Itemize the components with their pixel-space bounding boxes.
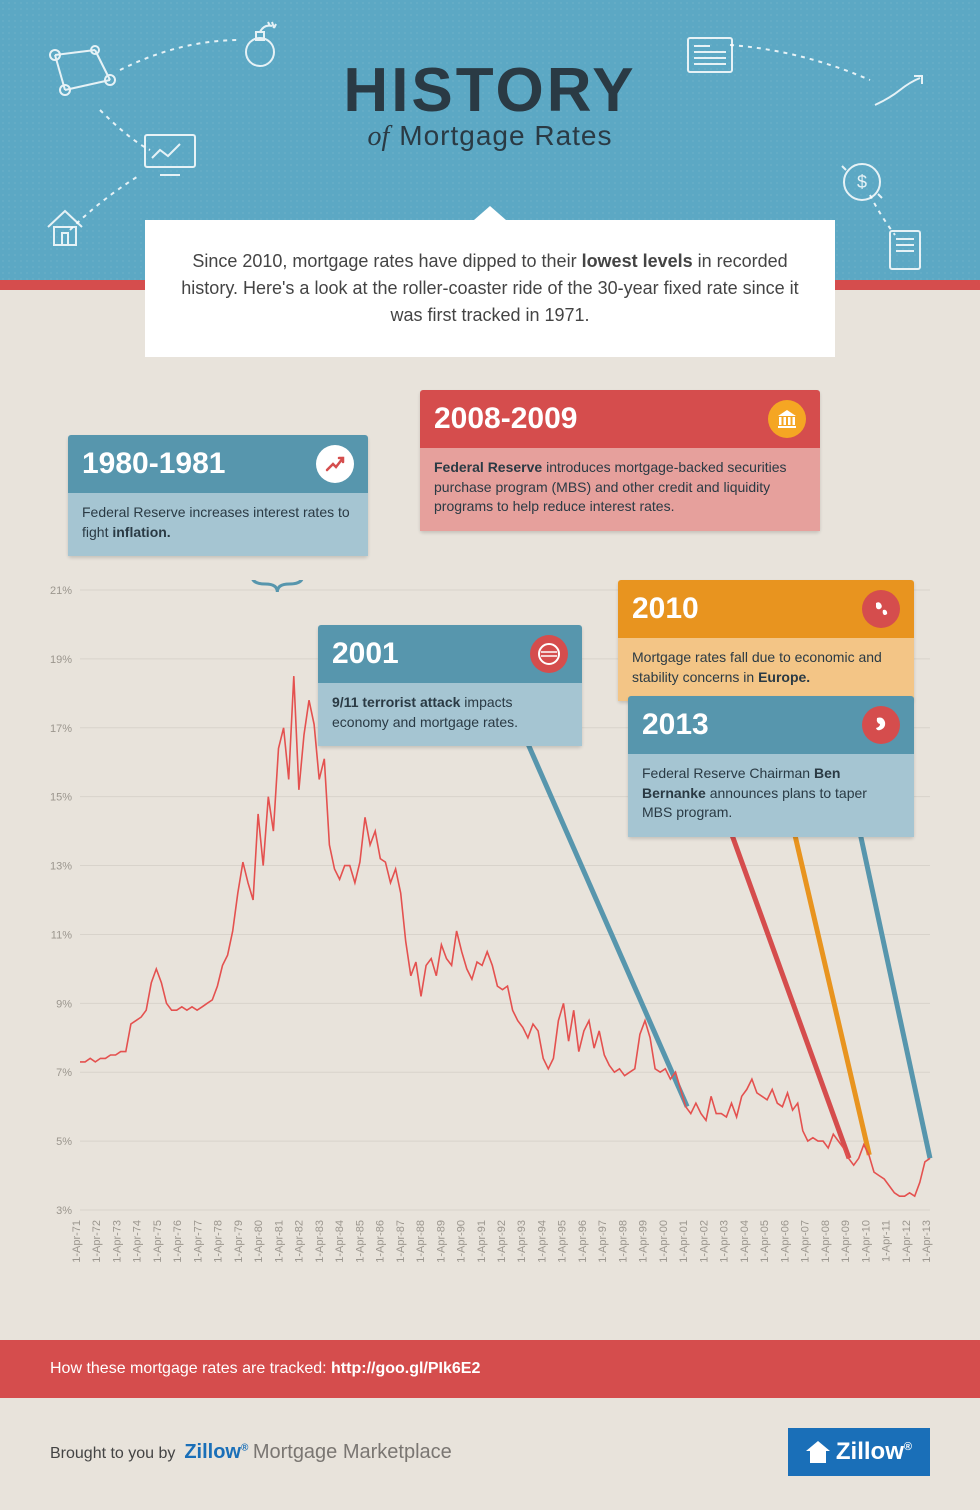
callout-body: Federal Reserve increases interest rates… <box>68 493 368 556</box>
svg-text:1-Apr-82: 1-Apr-82 <box>294 1220 306 1263</box>
trend-up-icon <box>316 445 354 483</box>
svg-text:15%: 15% <box>50 792 72 804</box>
svg-text:1-Apr-95: 1-Apr-95 <box>557 1220 569 1263</box>
title-main: HISTORY <box>343 55 636 126</box>
footer-tracking: How these mortgage rates are tracked: ht… <box>0 1340 980 1398</box>
brand-zillow: Zillow® <box>184 1441 248 1463</box>
svg-text:1-Apr-98: 1-Apr-98 <box>617 1220 629 1263</box>
svg-text:21%: 21% <box>50 585 72 597</box>
svg-text:1-Apr-93: 1-Apr-93 <box>516 1220 528 1263</box>
svg-text:1-Apr-72: 1-Apr-72 <box>91 1220 103 1263</box>
brand-marketplace: Mortgage Marketplace <box>253 1441 452 1463</box>
svg-text:1-Apr-88: 1-Apr-88 <box>415 1220 427 1263</box>
flag-circle-icon <box>530 635 568 673</box>
svg-text:1-Apr-00: 1-Apr-00 <box>658 1220 670 1263</box>
svg-text:1-Apr-71: 1-Apr-71 <box>71 1220 83 1263</box>
svg-text:1-Apr-05: 1-Apr-05 <box>759 1220 771 1263</box>
svg-text:1-Apr-76: 1-Apr-76 <box>172 1220 184 1263</box>
callout-2010: 2010 Mortgage rates fall due to economic… <box>618 580 914 701</box>
svg-text:7%: 7% <box>56 1067 72 1079</box>
svg-text:11%: 11% <box>51 929 72 941</box>
svg-text:3%: 3% <box>56 1205 72 1217</box>
title-subtitle: Mortgage Rates <box>399 120 612 151</box>
svg-text:1-Apr-91: 1-Apr-91 <box>476 1220 488 1263</box>
callout-body: Mortgage rates fall due to economic and … <box>618 638 914 701</box>
svg-text:13%: 13% <box>50 861 72 873</box>
callout-2013: 2013 Federal Reserve Chairman Ben Bernan… <box>628 696 914 837</box>
callout-1980-1981: 1980-1981 Federal Reserve increases inte… <box>68 435 368 556</box>
svg-text:1-Apr-13: 1-Apr-13 <box>921 1220 933 1263</box>
svg-text:1-Apr-83: 1-Apr-83 <box>314 1220 326 1263</box>
svg-text:1-Apr-84: 1-Apr-84 <box>334 1220 346 1263</box>
svg-text:1-Apr-10: 1-Apr-10 <box>860 1220 872 1263</box>
svg-text:1-Apr-08: 1-Apr-08 <box>820 1220 832 1263</box>
callout-year: 2010 <box>632 592 699 626</box>
svg-text:1-Apr-94: 1-Apr-94 <box>536 1220 548 1263</box>
title-sub: of Mortgage Rates <box>343 120 636 153</box>
svg-text:1-Apr-81: 1-Apr-81 <box>273 1220 285 1263</box>
svg-text:1-Apr-73: 1-Apr-73 <box>111 1220 123 1263</box>
svg-text:1-Apr-77: 1-Apr-77 <box>192 1220 204 1263</box>
svg-text:5%: 5% <box>56 1136 72 1148</box>
svg-text:1-Apr-06: 1-Apr-06 <box>779 1220 791 1263</box>
svg-text:1-Apr-79: 1-Apr-79 <box>233 1220 245 1263</box>
intro-box: Since 2010, mortgage rates have dipped t… <box>145 220 835 357</box>
svg-text:1-Apr-03: 1-Apr-03 <box>719 1220 731 1263</box>
svg-text:1-Apr-90: 1-Apr-90 <box>456 1220 468 1263</box>
callout-year: 2001 <box>332 637 399 671</box>
svg-text:1-Apr-07: 1-Apr-07 <box>800 1220 812 1263</box>
tracked-url: http://goo.gl/PIk6E2 <box>331 1360 480 1377</box>
callout-2008-2009: 2008-2009 Federal Reserve introduces mor… <box>420 390 820 531</box>
callout-year: 2013 <box>642 708 709 742</box>
svg-text:1-Apr-86: 1-Apr-86 <box>375 1220 387 1263</box>
tracked-label: How these mortgage rates are tracked: <box>50 1360 331 1377</box>
svg-text:1-Apr-12: 1-Apr-12 <box>901 1220 913 1263</box>
callout-year: 1980-1981 <box>82 447 225 481</box>
svg-text:1-Apr-89: 1-Apr-89 <box>435 1220 447 1263</box>
svg-text:1-Apr-09: 1-Apr-09 <box>840 1220 852 1263</box>
title-block: HISTORY of Mortgage Rates <box>343 55 636 153</box>
title-of: of <box>367 121 389 152</box>
svg-text:1-Apr-80: 1-Apr-80 <box>253 1220 265 1263</box>
globe-icon <box>862 590 900 628</box>
svg-text:19%: 19% <box>50 654 72 666</box>
svg-text:1-Apr-02: 1-Apr-02 <box>698 1220 710 1263</box>
callout-body: Federal Reserve Chairman Ben Bernanke an… <box>628 754 914 837</box>
svg-text:1-Apr-11: 1-Apr-11 <box>881 1220 893 1262</box>
profile-icon <box>862 706 900 744</box>
main-area: 3% 5% 7% 9% 11% 13% 15% 17% 19% 21% 1-Apr-71 1-Apr-… <box>0 390 980 1330</box>
zillow-badge: Zillow® <box>788 1428 930 1476</box>
zillow-badge-text: Zillow® <box>836 1438 912 1466</box>
svg-text:1-Apr-99: 1-Apr-99 <box>638 1220 650 1263</box>
brought-label: Brought to you by <box>50 1445 175 1462</box>
svg-text:1-Apr-75: 1-Apr-75 <box>152 1220 164 1263</box>
svg-text:17%: 17% <box>50 723 72 735</box>
svg-text:1-Apr-92: 1-Apr-92 <box>496 1220 508 1263</box>
zillow-house-icon <box>806 1441 830 1463</box>
svg-text:1-Apr-87: 1-Apr-87 <box>395 1220 407 1263</box>
svg-text:1-Apr-97: 1-Apr-97 <box>597 1220 609 1263</box>
svg-text:1-Apr-01: 1-Apr-01 <box>678 1220 690 1263</box>
footer-credits: Brought to you by Zillow® Mortgage Marke… <box>0 1398 980 1510</box>
callout-year: 2008-2009 <box>434 402 577 436</box>
svg-text:1-Apr-78: 1-Apr-78 <box>213 1220 225 1263</box>
svg-text:1-Apr-96: 1-Apr-96 <box>577 1220 589 1263</box>
svg-text:1-Apr-04: 1-Apr-04 <box>739 1220 751 1263</box>
svg-text:1-Apr-85: 1-Apr-85 <box>354 1220 366 1263</box>
callout-body: 9/11 terrorist attack impacts economy an… <box>318 683 582 746</box>
intro-pre: Since 2010, mortgage rates have dipped t… <box>192 251 581 271</box>
brought-by: Brought to you by Zillow® Mortgage Marke… <box>50 1441 452 1464</box>
svg-text:1-Apr-74: 1-Apr-74 <box>132 1220 144 1263</box>
intro-bold: lowest levels <box>582 251 693 271</box>
bank-icon <box>768 400 806 438</box>
svg-text:9%: 9% <box>56 998 72 1010</box>
callout-2001: 2001 9/11 terrorist attack impacts econo… <box>318 625 582 746</box>
callout-body: Federal Reserve introduces mortgage-back… <box>420 448 820 531</box>
